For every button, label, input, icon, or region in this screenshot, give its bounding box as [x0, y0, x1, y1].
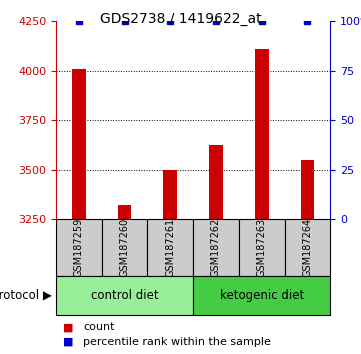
Text: GSM187259: GSM187259 — [74, 218, 84, 278]
Bar — [193, 219, 239, 276]
Bar — [209, 145, 223, 219]
Text: control diet: control diet — [91, 289, 158, 302]
Bar — [301, 160, 314, 219]
Text: GDS2738 / 1419622_at: GDS2738 / 1419622_at — [100, 12, 261, 27]
Bar — [255, 49, 269, 219]
Text: count: count — [83, 322, 114, 332]
Bar — [56, 219, 102, 276]
Text: GSM187263: GSM187263 — [257, 218, 267, 278]
Bar — [118, 205, 131, 219]
Text: protocol ▶: protocol ▶ — [0, 289, 52, 302]
Bar — [239, 219, 284, 276]
Bar — [102, 219, 147, 276]
Text: GSM187261: GSM187261 — [165, 218, 175, 278]
Bar — [284, 219, 330, 276]
Bar — [147, 219, 193, 276]
Text: ■: ■ — [63, 322, 74, 332]
Text: GSM187262: GSM187262 — [211, 218, 221, 278]
Bar — [164, 170, 177, 219]
Text: ■: ■ — [63, 337, 74, 347]
Text: percentile rank within the sample: percentile rank within the sample — [83, 337, 271, 347]
Text: GSM187264: GSM187264 — [303, 218, 313, 278]
Text: GSM187260: GSM187260 — [119, 218, 130, 278]
Bar — [56, 276, 193, 315]
Text: ketogenic diet: ketogenic diet — [219, 289, 304, 302]
Bar — [72, 69, 86, 219]
Bar — [193, 276, 330, 315]
